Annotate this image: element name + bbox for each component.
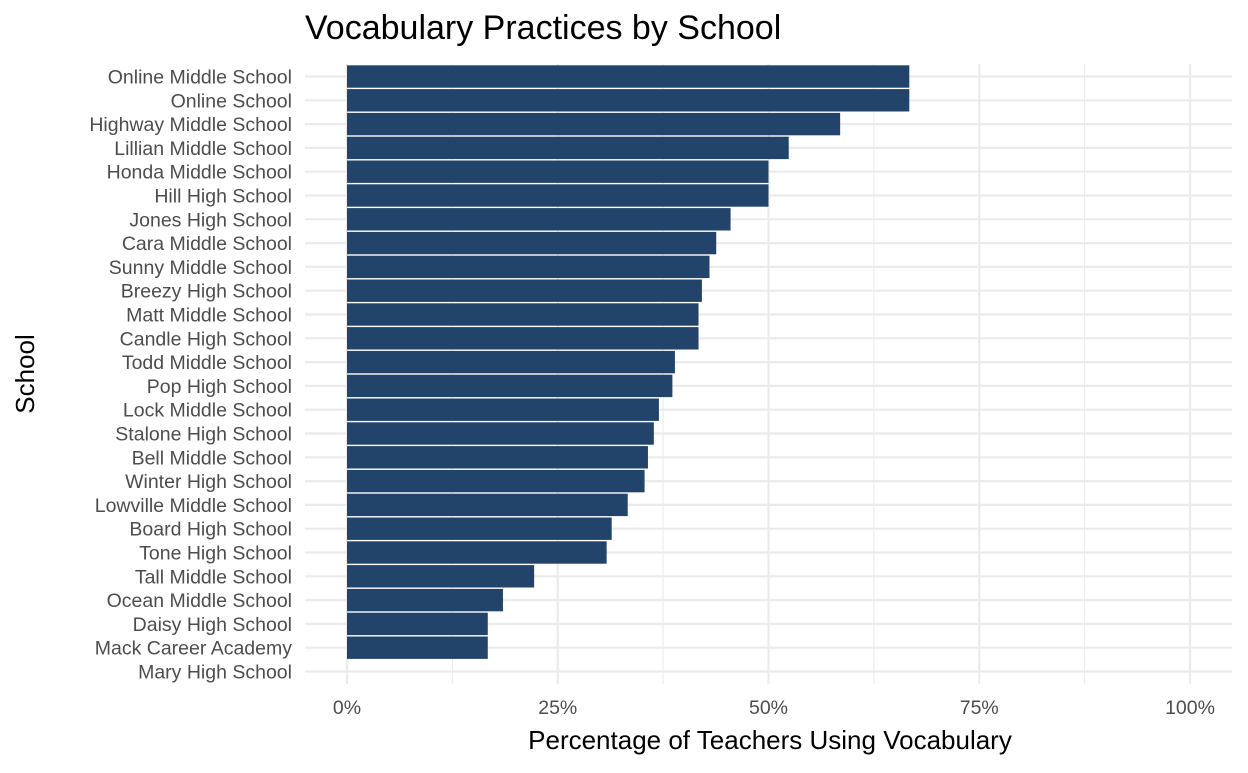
category-label: Highway Middle School [89,114,292,136]
bar [347,374,673,398]
bar [347,493,628,517]
x-tick-label: 50% [749,697,788,719]
category-label: Candle High School [120,328,292,350]
bar [347,112,841,136]
bar [347,327,699,350]
category-label: Bell Middle School [132,447,292,469]
x-axis-tick-labels: 0% 25% 50% 75% 100% [333,697,1215,719]
category-label: Sunny Middle School [109,257,292,279]
category-label: Ocean Middle School [107,590,292,612]
bar [347,565,535,588]
bar [347,255,710,279]
bar [347,65,910,88]
bar [347,160,769,183]
bar [347,398,659,421]
bar [347,588,503,612]
bar [347,208,731,231]
category-label: Todd Middle School [122,352,292,374]
category-label: Lock Middle School [123,400,292,422]
category-label: Stalone High School [115,424,292,446]
bar [347,541,607,564]
x-tick-label: 0% [333,697,361,719]
x-axis-title: Percentage of Teachers Using Vocabulary [528,725,1012,755]
category-label: Online Middle School [108,67,292,89]
bar [347,517,612,540]
y-axis-title: School [10,334,40,414]
category-label: Tone High School [139,543,292,565]
category-label: Lowville Middle School [95,495,292,517]
bar [347,231,717,255]
bar [347,303,699,326]
category-label: Winter High School [125,471,292,493]
category-label: Hill High School [154,186,292,208]
category-label: Mary High School [138,662,292,684]
bar [347,612,488,636]
category-label: Pop High School [147,376,292,398]
category-label: Mack Career Academy [95,638,292,660]
category-label: Breezy High School [121,281,292,303]
bar [347,184,769,207]
category-label: Daisy High School [133,614,292,636]
category-label: Tall Middle School [135,566,292,588]
bar [347,422,654,445]
category-label: Matt Middle School [126,305,292,327]
category-label: Cara Middle School [122,233,292,255]
x-tick-label: 75% [960,697,999,719]
bar [347,446,648,469]
category-label: Online School [171,90,292,112]
x-tick-label: 100% [1165,697,1215,719]
bar [347,469,645,493]
category-label: Honda Middle School [107,162,292,184]
bar [347,89,910,112]
bar [347,350,675,374]
chart-title: Vocabulary Practices by School [305,9,781,47]
bar [347,136,789,160]
bar [347,636,488,659]
bars [347,65,910,659]
category-label: Board High School [129,519,292,541]
category-label: Jones High School [129,209,292,231]
category-label: Lillian Middle School [114,138,292,160]
bar [347,279,702,302]
x-tick-label: 25% [538,697,577,719]
